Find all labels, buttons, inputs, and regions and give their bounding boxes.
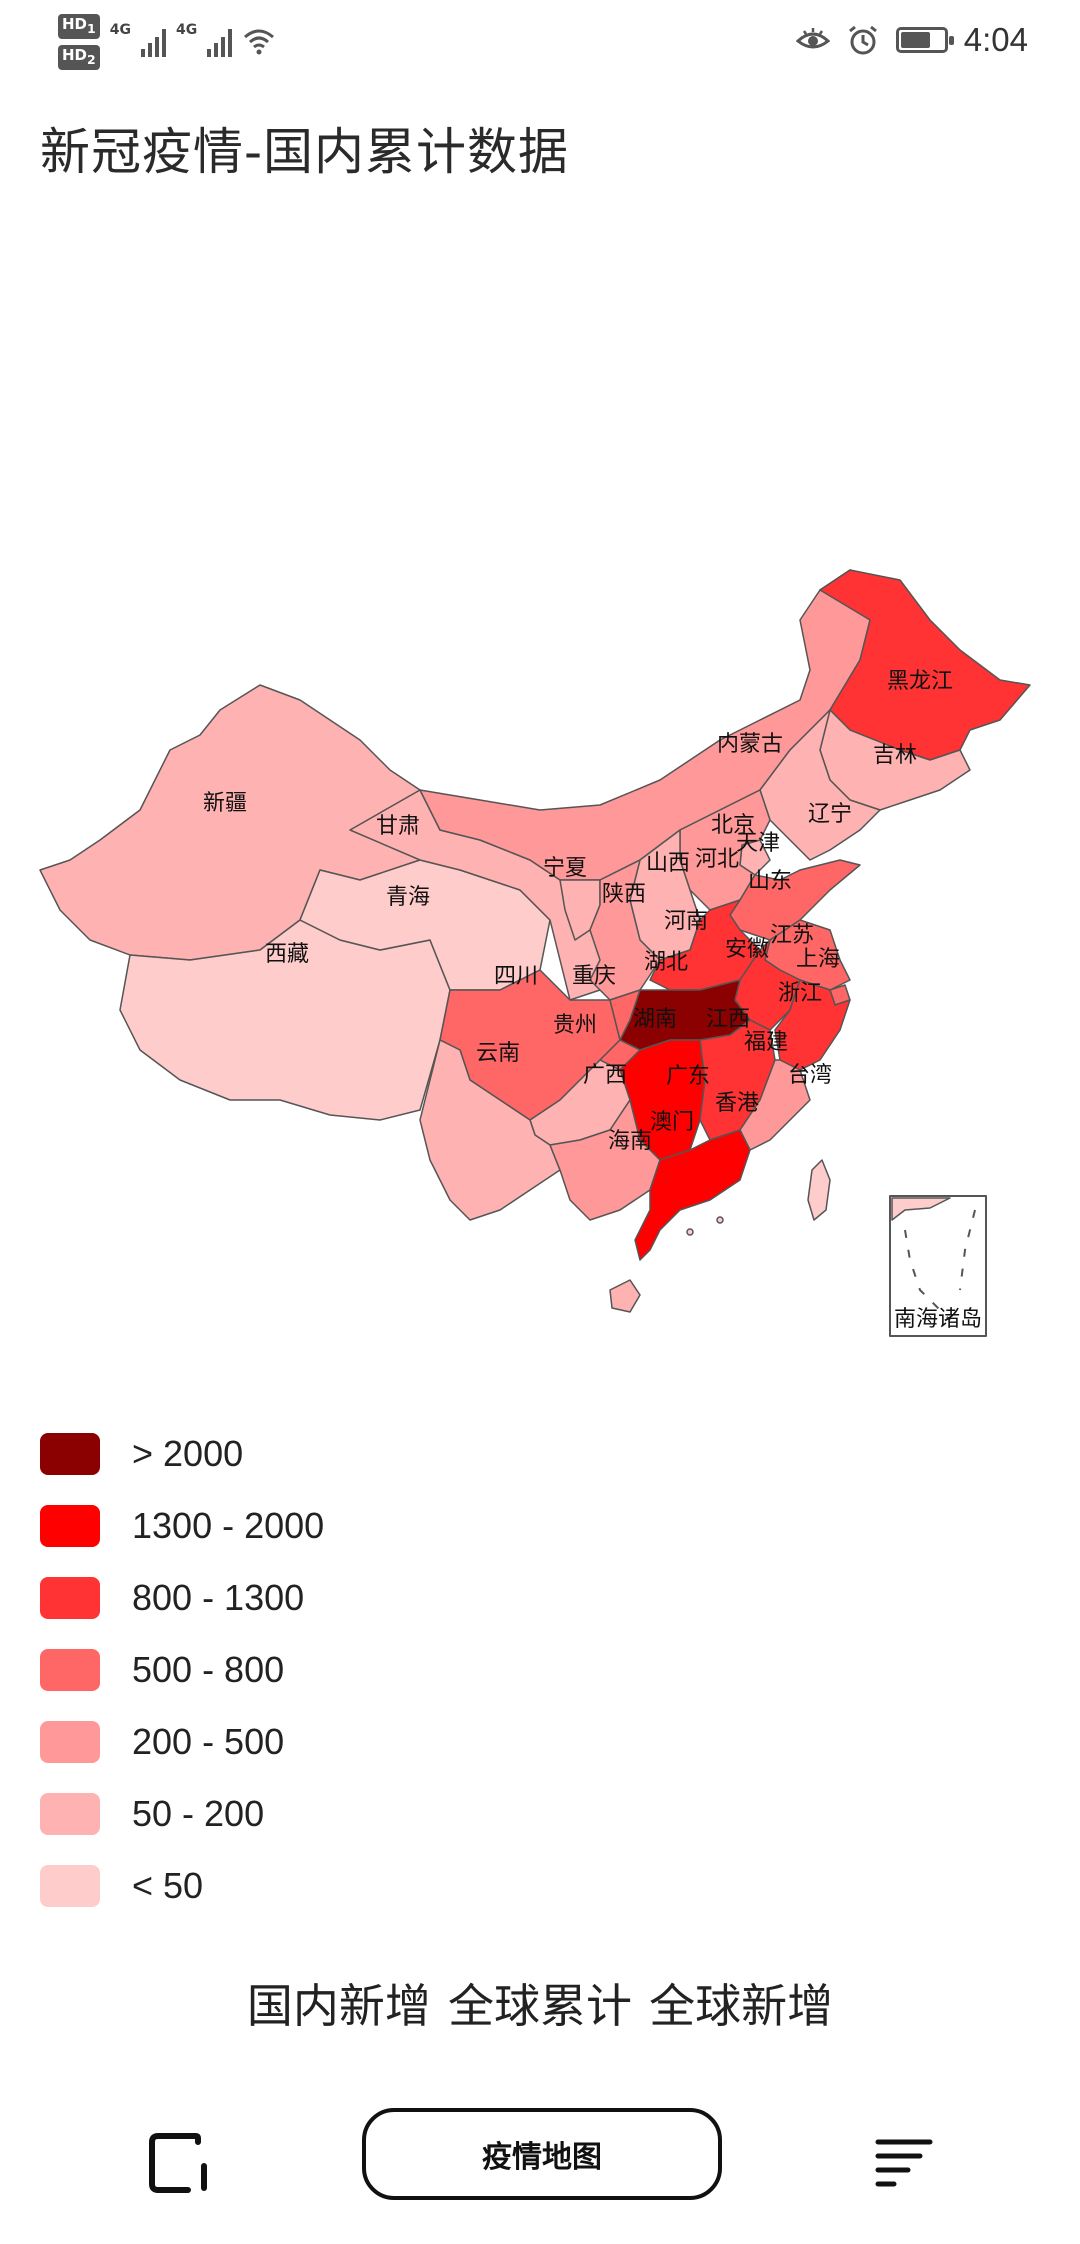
legend-item[interactable]: < 50 [40, 1850, 324, 1922]
status-bar-right: 4:04 [795, 20, 1028, 60]
label-qinghai: 青海 [386, 885, 430, 910]
label-chongqing: 重庆 [572, 964, 616, 989]
bottom-nav-bar: 疫情地图 [0, 2100, 1080, 2220]
label-tianjin: 天津 [736, 831, 780, 856]
province-hainan[interactable] [609, 1279, 641, 1313]
label-shaanxi: 陕西 [602, 882, 646, 907]
label-gansu: 甘肃 [376, 814, 420, 839]
tab-global-new[interactable]: 全球新增 [649, 1979, 834, 2033]
legend-item[interactable]: 1300 - 2000 [40, 1490, 324, 1562]
label-yunnan: 云南 [476, 1041, 520, 1066]
menu-icon[interactable] [874, 2136, 934, 2190]
label-macau: 澳门 [650, 1110, 694, 1135]
eye-icon [795, 28, 830, 49]
legend-label: 500 - 800 [132, 1649, 285, 1690]
status-bar-left: HD1 HD2 4G 4G [58, 12, 276, 72]
label-neimenggu: 内蒙古 [717, 732, 783, 757]
province-qinghai[interactable] [299, 859, 551, 991]
label-jiangsu: 江苏 [770, 923, 814, 948]
legend-swatch [40, 1433, 100, 1475]
label-hunan: 湖南 [633, 1007, 677, 1032]
legend-swatch [40, 1505, 100, 1547]
legend-label: 800 - 1300 [132, 1577, 305, 1618]
sim-badges: HD1 HD2 [58, 14, 100, 70]
legend-swatch [40, 1649, 100, 1691]
wifi-icon [244, 29, 275, 55]
sim2-hd-badge: HD2 [58, 45, 100, 70]
label-heilongjiang: 黑龙江 [887, 669, 953, 694]
label-hongkong: 香港 [715, 1091, 759, 1116]
sim1-hd-badge: HD1 [58, 14, 100, 39]
label-xizang: 西藏 [265, 942, 309, 967]
legend: > 2000 1300 - 2000 800 - 1300 500 - 800 … [40, 1418, 324, 1922]
label-hubei: 湖北 [644, 950, 688, 975]
label-xinjiang: 新疆 [203, 791, 247, 816]
battery-fill [900, 32, 930, 48]
label-jiangxi: 江西 [706, 1007, 750, 1032]
legend-item[interactable]: 800 - 1300 [40, 1562, 324, 1634]
label-guizhou: 贵州 [553, 1013, 597, 1038]
label-zhejiang: 浙江 [778, 981, 822, 1006]
nine-dash-line [904, 1209, 976, 1321]
status-bar: HD1 HD2 4G 4G 4:04 [0, 0, 1080, 80]
province-zhejiang[interactable] [774, 979, 851, 1071]
map-svg[interactable]: 黑龙江 吉林 辽宁 内蒙古 北京 天津 河北 山西 山东 新疆 甘肃 宁夏 青海… [0, 560, 1080, 1360]
label-taiwan: 台湾 [788, 1063, 832, 1088]
label-guangxi: 广西 [583, 1063, 627, 1088]
label-henan: 河南 [664, 909, 708, 934]
province-fujian[interactable] [739, 1059, 811, 1151]
map-home-button[interactable]: 疫情地图 [362, 2108, 722, 2200]
province-guangdong[interactable] [634, 1129, 751, 1261]
alarm-icon [848, 25, 877, 55]
south-china-sea-inset[interactable] [889, 1195, 987, 1337]
label-ningxia: 宁夏 [543, 856, 587, 881]
legend-label: 200 - 500 [132, 1721, 285, 1762]
data-tabs: 国内新增 全球累计 全球新增 [0, 1970, 1080, 2036]
label-hainan: 海南 [608, 1129, 652, 1154]
page-title: 新冠疫情-国内累计数据 [40, 123, 570, 181]
signal-icon [140, 27, 166, 57]
tab-global-cumulative[interactable]: 全球累计 [448, 1979, 632, 2033]
legend-label: 50 - 200 [132, 1793, 265, 1834]
label-liaoning: 辽宁 [808, 802, 852, 827]
legend-swatch [40, 1721, 100, 1763]
label-south-china-sea: 南海诸岛 [894, 1307, 982, 1332]
legend-label: < 50 [132, 1865, 204, 1906]
network-type-2: 4G [175, 22, 198, 38]
province-taiwan[interactable] [807, 1159, 831, 1221]
legend-swatch [40, 1865, 100, 1907]
legend-swatch [40, 1577, 100, 1619]
label-hebei: 河北 [695, 847, 739, 872]
china-map[interactable]: 黑龙江 吉林 辽宁 内蒙古 北京 天津 河北 山西 山东 新疆 甘肃 宁夏 青海… [0, 560, 1080, 1360]
network-type-1: 4G [109, 22, 131, 38]
legend-item[interactable]: 50 - 200 [40, 1778, 324, 1850]
legend-label: 1300 - 2000 [132, 1505, 325, 1546]
tab-domestic-new[interactable]: 国内新增 [246, 1979, 431, 2033]
legend-label: > 2000 [132, 1433, 244, 1474]
province-labels: 黑龙江 吉林 辽宁 内蒙古 北京 天津 河北 山西 山东 新疆 甘肃 宁夏 青海… [203, 669, 982, 1332]
label-sichuan: 四川 [494, 964, 538, 989]
clock: 4:04 [963, 21, 1028, 58]
south-china-sea-coast [891, 1197, 951, 1221]
province-xizang[interactable] [119, 919, 451, 1121]
legend-item[interactable]: > 2000 [40, 1418, 324, 1490]
province-macau[interactable] [686, 1228, 694, 1236]
legend-swatch [40, 1793, 100, 1835]
label-beijing: 北京 [711, 813, 755, 838]
label-shanxi: 山西 [646, 851, 690, 876]
province-heilongjiang[interactable] [819, 569, 1031, 761]
battery-icon [895, 27, 954, 53]
label-jilin: 吉林 [873, 743, 917, 768]
label-shandong: 山东 [748, 869, 792, 894]
signal-icon-2 [207, 27, 233, 57]
province-hongkong[interactable] [716, 1216, 724, 1224]
recent-apps-icon[interactable] [148, 2132, 210, 2194]
label-anhui: 安徽 [725, 937, 769, 962]
legend-item[interactable]: 200 - 500 [40, 1706, 324, 1778]
label-shanghai: 上海 [796, 947, 840, 972]
label-fujian: 福建 [744, 1030, 788, 1055]
label-guangdong: 广东 [666, 1064, 710, 1089]
legend-item[interactable]: 500 - 800 [40, 1634, 324, 1706]
